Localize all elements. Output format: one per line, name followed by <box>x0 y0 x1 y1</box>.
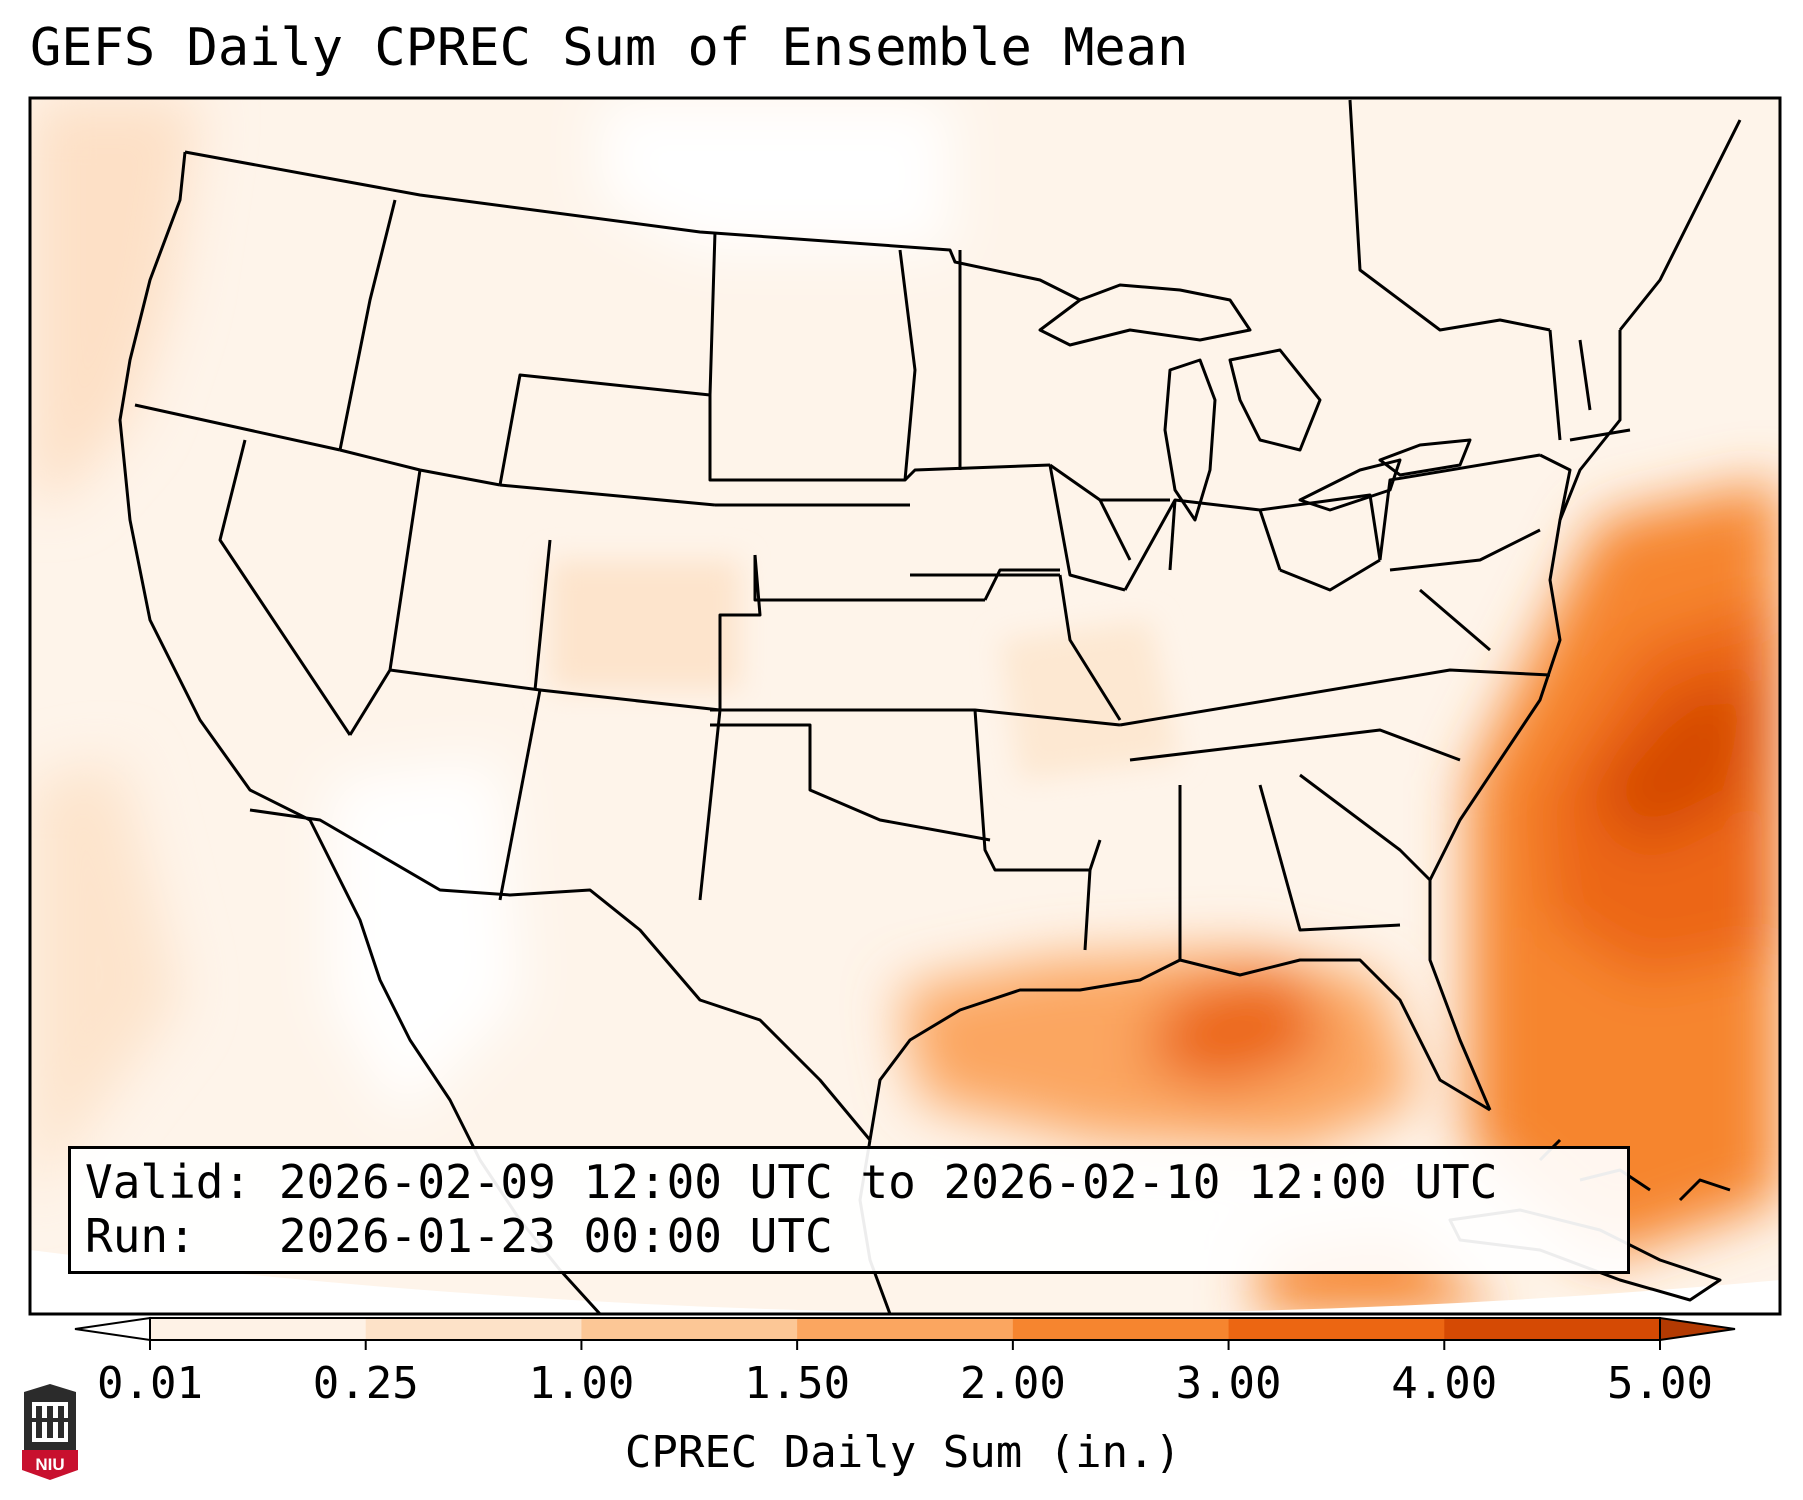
colorbar-segment <box>365 1318 582 1340</box>
colorbar-segment <box>1012 1318 1230 1340</box>
colorbar-tick-label: 1.00 <box>528 1358 634 1409</box>
colorbar-segment <box>1228 1318 1445 1340</box>
valid-time-text: Valid: 2026-02-09 12:00 UTC to 2026-02-1… <box>85 1155 1498 1209</box>
colorbar-tick-label: 3.00 <box>1176 1358 1282 1409</box>
niu-logo: NIU <box>22 1384 78 1480</box>
map-frame <box>28 96 1782 1316</box>
colorbar-tick-label: 0.01 <box>97 1358 203 1409</box>
colorbar-segment <box>150 1318 367 1340</box>
colorbar-tick-label: 2.00 <box>960 1358 1066 1409</box>
colorbar-tick-label: 4.00 <box>1391 1358 1497 1409</box>
colorbar-segment <box>1444 1318 1661 1340</box>
colorbar-tick-label: 0.25 <box>313 1358 419 1409</box>
colorbar-segment <box>797 1318 1014 1340</box>
state-boundaries <box>118 99 1742 1314</box>
colorbar-segment <box>581 1318 798 1340</box>
colorbar-tick-label: 1.50 <box>744 1358 850 1409</box>
run-time-text: Run: 2026-01-23 00:00 UTC <box>85 1209 833 1263</box>
colorbar-label: CPREC Daily Sum (in.) <box>625 1427 1181 1478</box>
colorbar-tick-label: 5.00 <box>1607 1358 1713 1409</box>
colorbar-under-extension <box>74 1316 151 1342</box>
info-box: Valid: 2026-02-09 12:00 UTC to 2026-02-1… <box>68 1146 1630 1274</box>
map-title: GEFS Daily CPREC Sum of Ensemble Mean <box>30 18 1189 78</box>
colorbar-over-extension <box>1659 1316 1736 1342</box>
colorbar: 0.01 0.25 1.00 1.50 2.00 3.00 4.00 5.00 <box>74 1316 1736 1409</box>
precipitation-field <box>30 98 1780 1314</box>
colorbar-outline <box>149 1317 1661 1341</box>
logo-text: NIU <box>35 1455 64 1474</box>
